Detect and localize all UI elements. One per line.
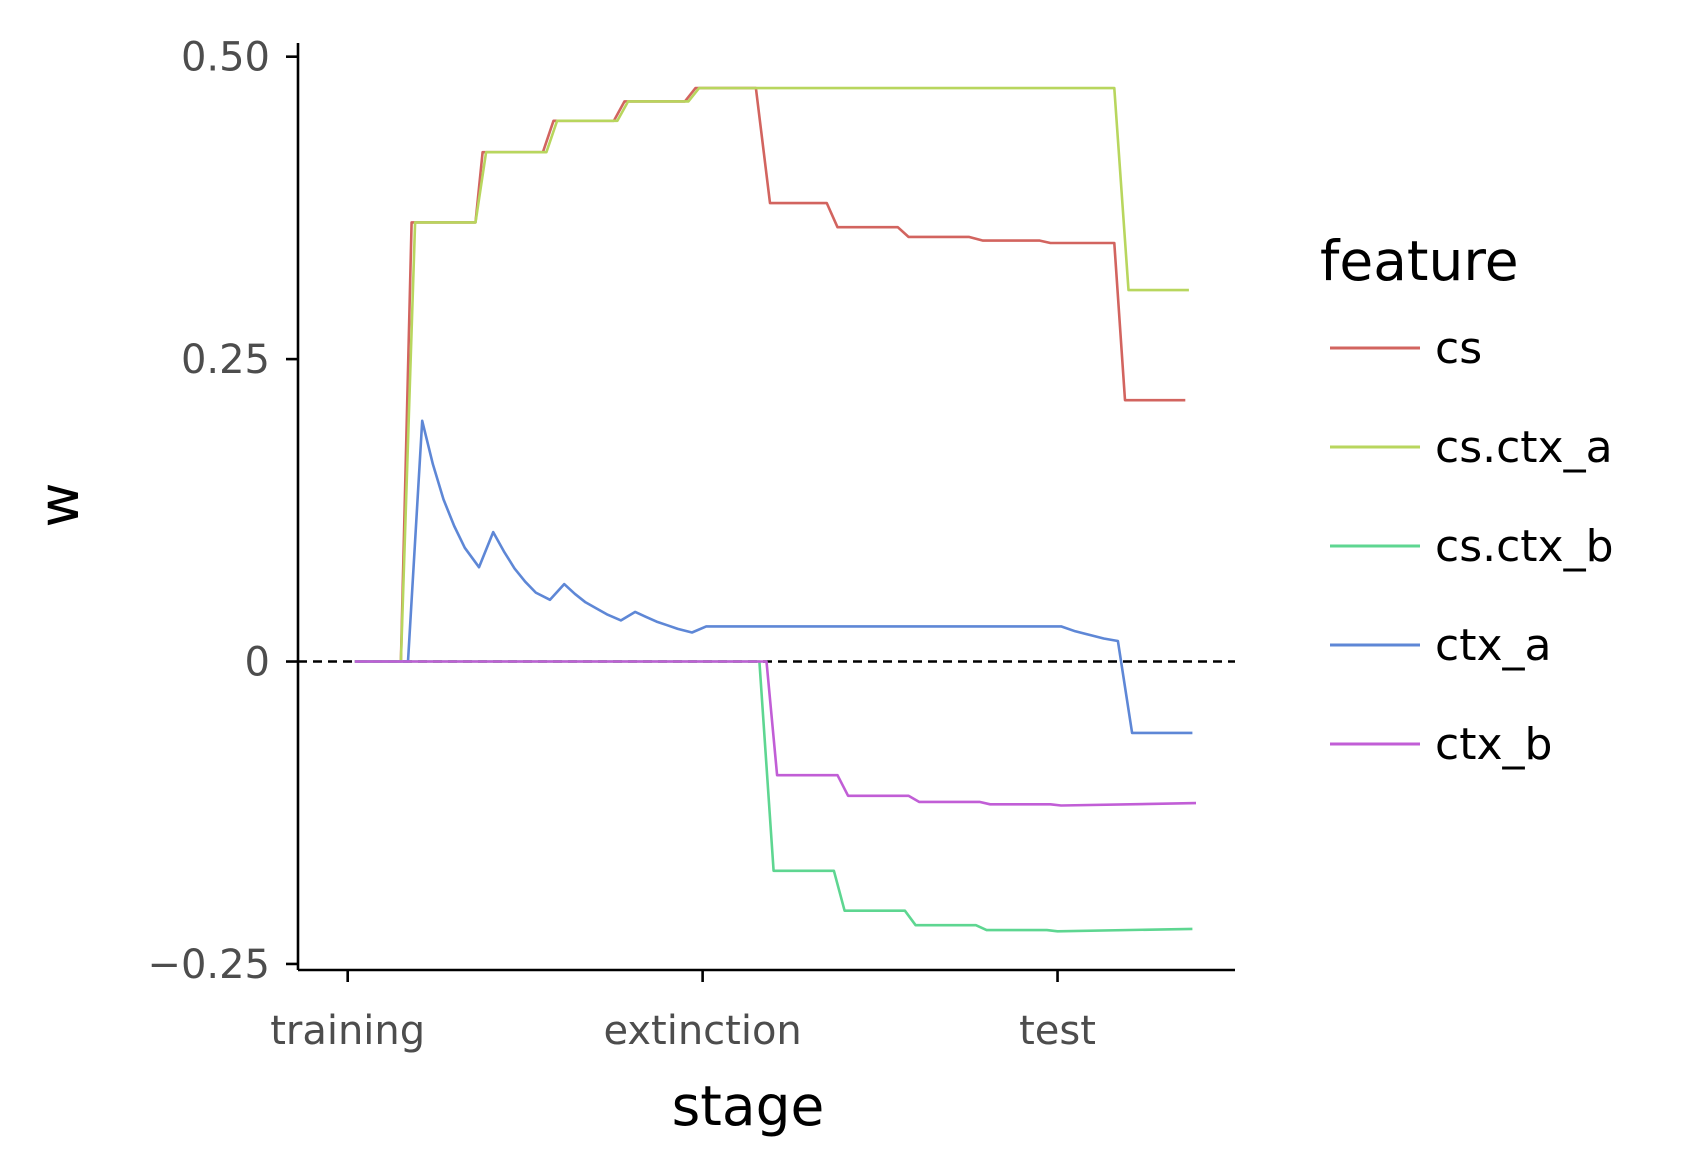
x-tick-label: test	[1019, 1008, 1096, 1054]
legend-label: cs.ctx_a	[1435, 422, 1613, 473]
y-tick-label: 0	[245, 640, 270, 686]
legend-label: cs.ctx_b	[1435, 521, 1614, 572]
series-line-ctx-b	[354, 660, 1197, 807]
legend-item: cs.ctx_a	[1330, 422, 1613, 473]
series-line-cs	[354, 86, 1186, 663]
y-tick-label: 0.50	[181, 35, 270, 81]
legend-label: ctx_b	[1435, 719, 1552, 770]
y-tick-label: 0.25	[181, 337, 270, 383]
series-line-cs-ctx-a	[354, 86, 1189, 663]
x-axis-title: stage	[672, 1074, 825, 1138]
axes: −0.25 0 0.25 0.50 training extinction test	[147, 35, 1235, 1054]
legend-item: cs	[1330, 323, 1482, 374]
series-line-ctx-a	[354, 419, 1193, 735]
legend-item: ctx_b	[1330, 719, 1552, 770]
legend-item: cs.ctx_b	[1330, 521, 1614, 572]
legend-title: feature	[1320, 229, 1519, 293]
legend: feature cs cs.ctx_a cs.ctx_b ctx_a ctx_b	[1320, 229, 1614, 770]
y-axis-title: w	[27, 483, 91, 528]
x-tick-label: training	[270, 1008, 425, 1054]
legend-label: ctx_a	[1435, 620, 1551, 671]
legend-label: cs	[1435, 323, 1482, 374]
series-line-cs-ctx-b	[354, 660, 1193, 933]
y-tick-label: −0.25	[147, 942, 270, 988]
x-tick-label: extinction	[603, 1008, 801, 1054]
plot-area	[298, 86, 1235, 933]
legend-item: ctx_a	[1330, 620, 1551, 671]
